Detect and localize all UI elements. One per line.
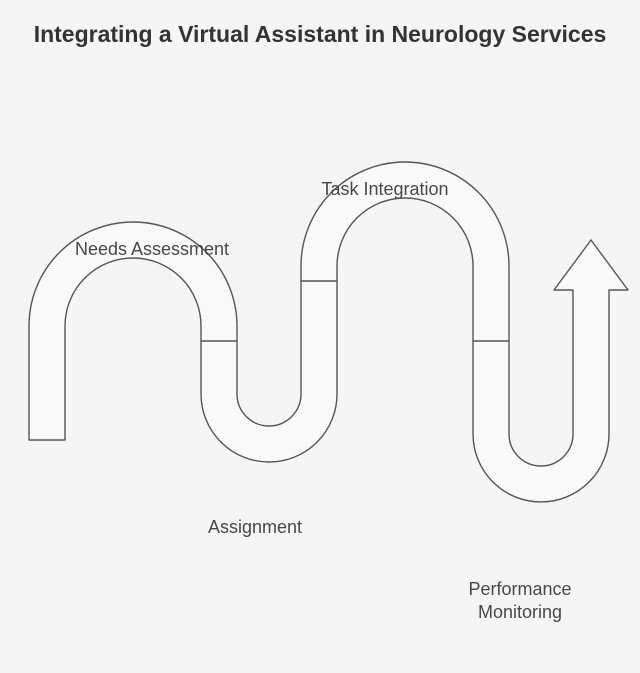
label-assignment: Assignment — [125, 516, 385, 539]
diagram-canvas: Integrating a Virtual Assistant in Neuro… — [0, 0, 640, 673]
label-needs: Needs Assessment — [22, 238, 282, 261]
flow-band — [29, 162, 628, 502]
label-performance: Performance Monitoring — [390, 578, 640, 623]
serpentine-path — [0, 0, 640, 673]
label-task: Task Integration — [255, 178, 515, 201]
